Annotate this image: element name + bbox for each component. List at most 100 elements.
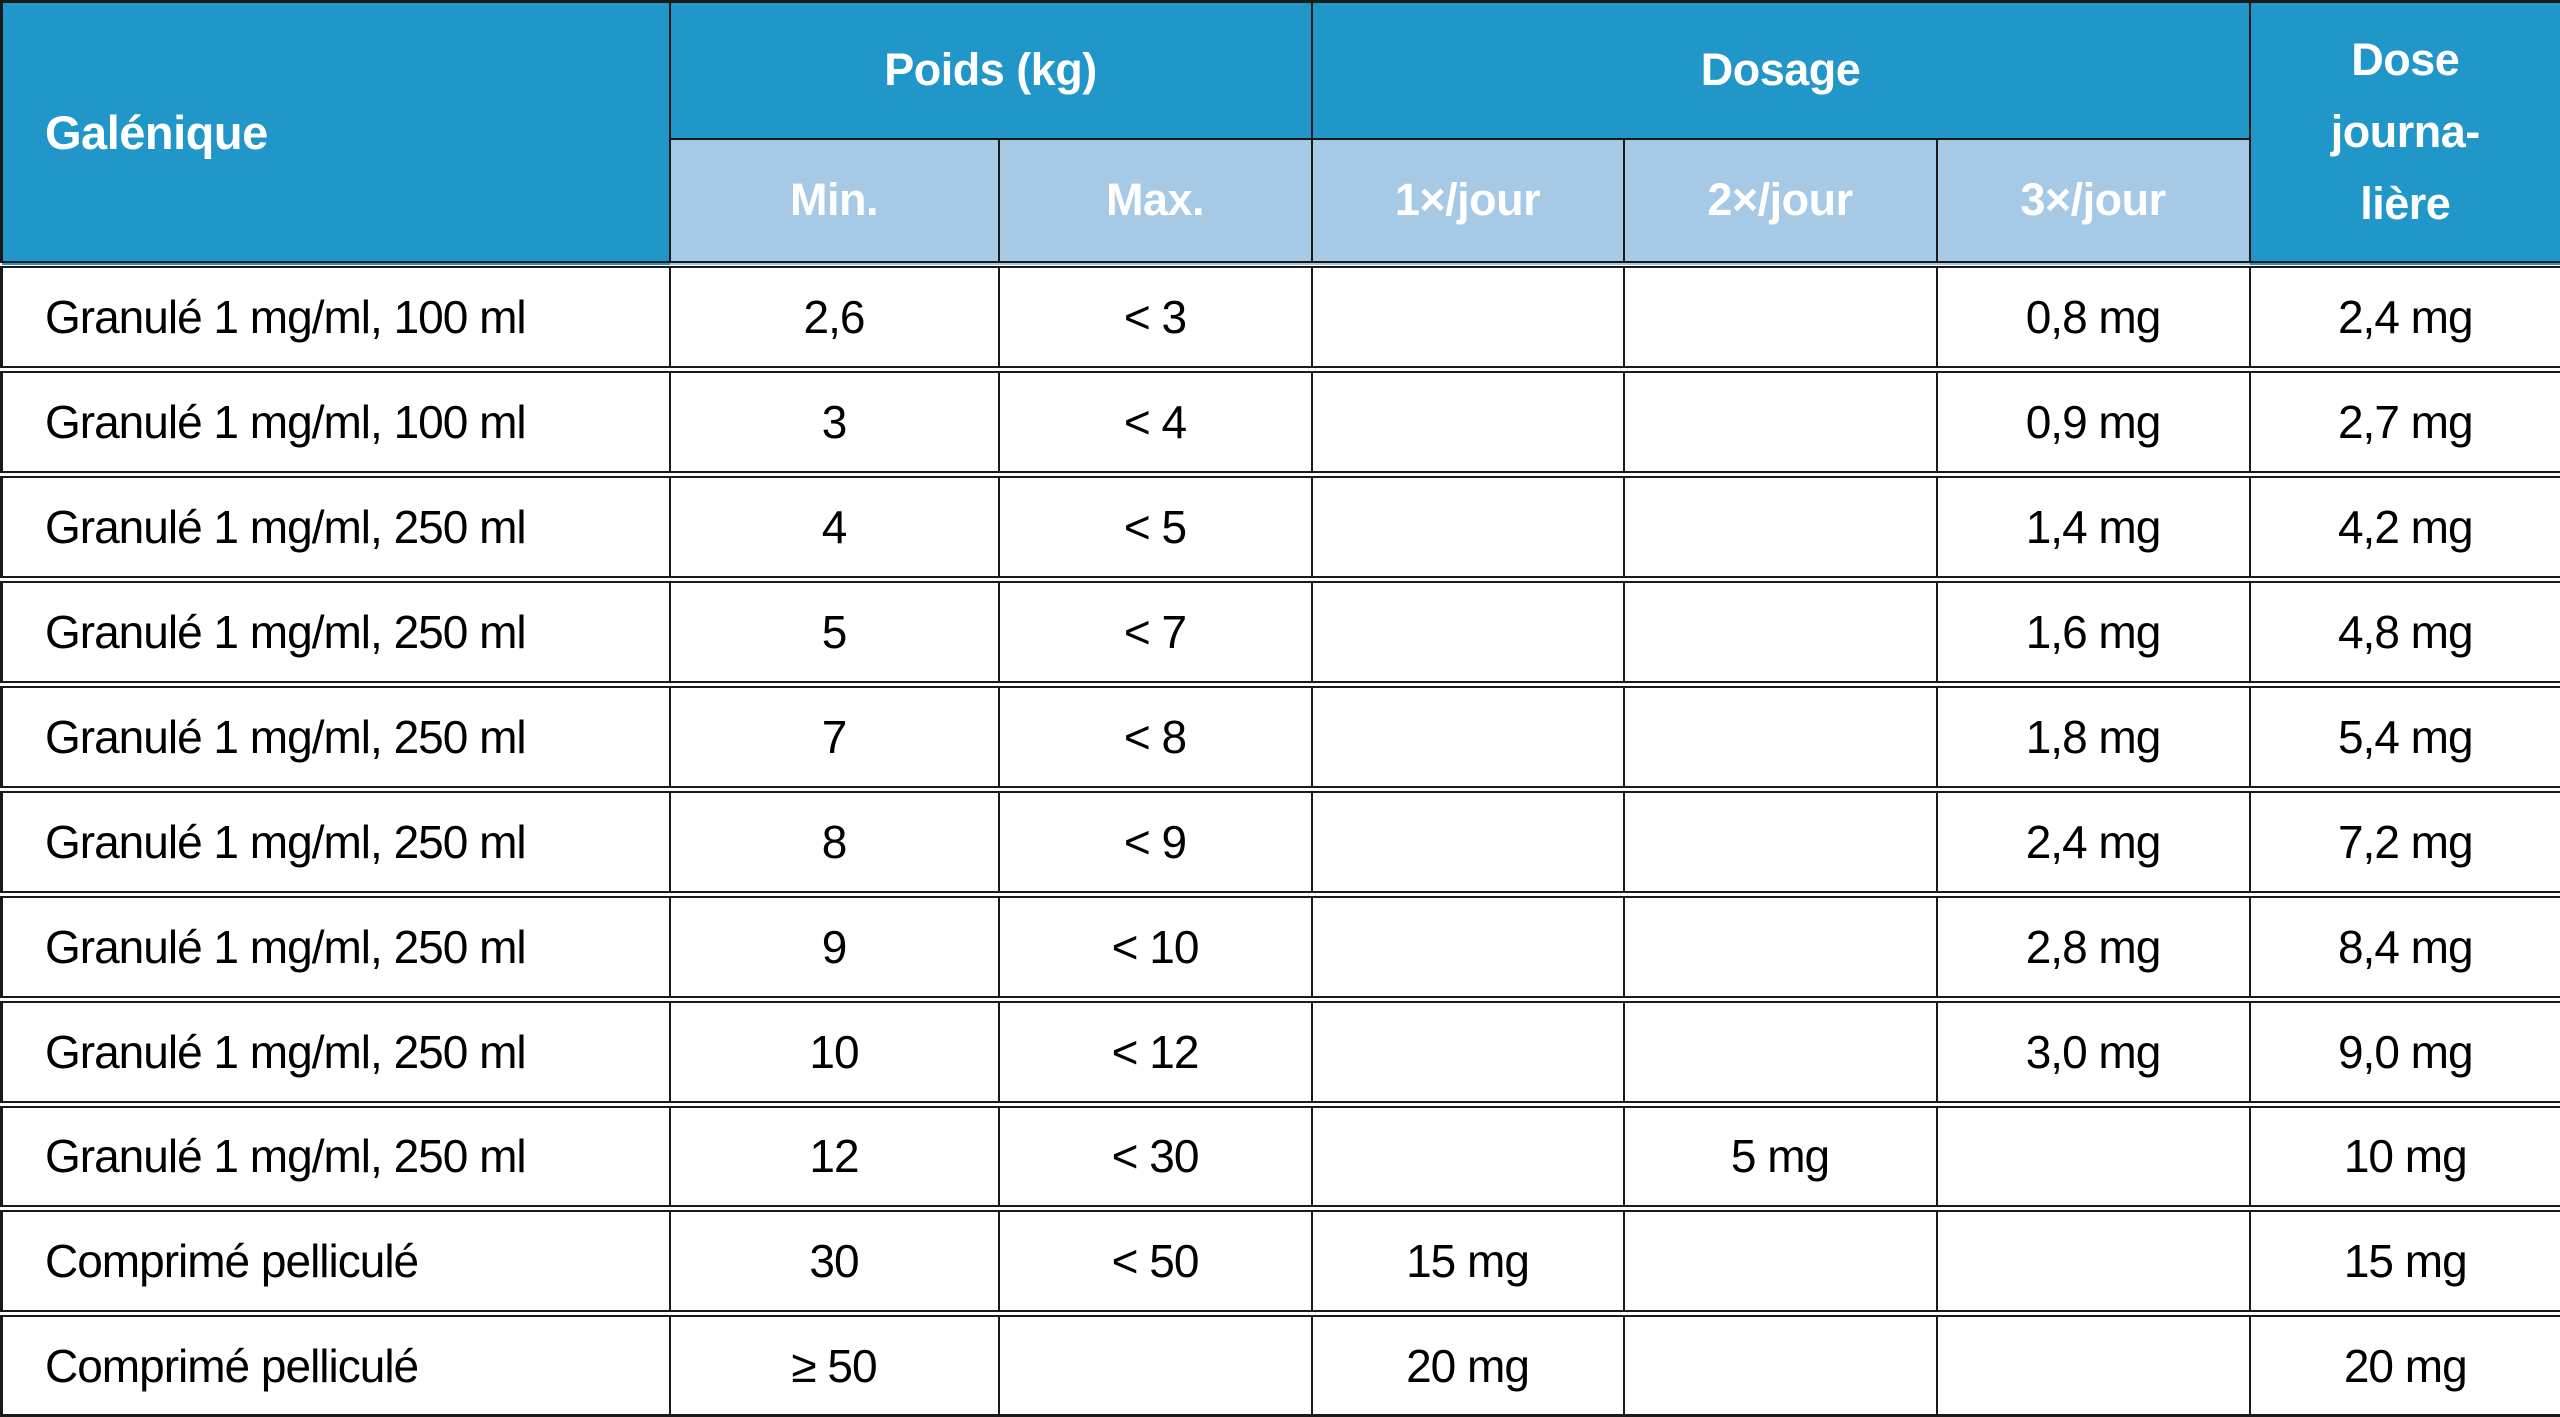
- cell-dose: 2,4 mg: [2248, 263, 2560, 371]
- cell-galenique: Granulé 1 mg/ml, 250 ml: [0, 893, 671, 1001]
- cell-jour1: 15 mg: [1310, 1207, 1625, 1315]
- table-row: Granulé 1 mg/ml, 250 ml 5 < 7 1,6 mg 4,8 mg: [0, 578, 2560, 686]
- cell-max: < 4: [997, 368, 1313, 476]
- cell-galenique: Granulé 1 mg/ml, 250 ml: [0, 998, 671, 1105]
- table-row: Granulé 1 mg/ml, 250 ml 9 < 10 2,8 mg 8,4 mg: [0, 893, 2560, 1001]
- cell-jour3: 0,9 mg: [1935, 368, 2251, 476]
- cell-max: < 50: [997, 1207, 1313, 1315]
- col-header-dose-journaliere: Dose journa- lière: [2248, 0, 2560, 266]
- cell-jour3: [1935, 1207, 2251, 1315]
- cell-jour1: [1310, 683, 1625, 791]
- cell-jour3: 2,8 mg: [1935, 893, 2251, 1001]
- cell-jour2: [1622, 1312, 1938, 1417]
- col-header-max: Max.: [997, 137, 1313, 266]
- cell-galenique: Granulé 1 mg/ml, 250 ml: [0, 1103, 671, 1210]
- cell-galenique: Granulé 1 mg/ml, 250 ml: [0, 788, 671, 896]
- cell-jour2: [1622, 368, 1938, 476]
- cell-max: < 10: [997, 893, 1313, 1001]
- cell-galenique: Granulé 1 mg/ml, 250 ml: [0, 683, 671, 791]
- cell-jour2: [1622, 998, 1938, 1105]
- cell-max: < 9: [997, 788, 1313, 896]
- dose-journaliere-line-1: Dose: [2351, 34, 2460, 85]
- cell-jour3: 1,8 mg: [1935, 683, 2251, 791]
- cell-dose: 2,7 mg: [2248, 368, 2560, 476]
- cell-jour2: [1622, 893, 1938, 1001]
- cell-jour3: 1,4 mg: [1935, 473, 2251, 581]
- table-row: Granulé 1 mg/ml, 250 ml 12 < 30 5 mg 10 mg: [0, 1103, 2560, 1210]
- cell-max: < 12: [997, 998, 1313, 1105]
- table-row: Granulé 1 mg/ml, 250 ml 10 < 12 3,0 mg 9,0 m…: [0, 998, 2560, 1105]
- table-row: Granulé 1 mg/ml, 250 ml 7 < 8 1,8 mg 5,4 mg: [0, 683, 2560, 791]
- cell-dose: 10 mg: [2248, 1103, 2560, 1210]
- cell-max: [997, 1312, 1313, 1417]
- cell-max: < 7: [997, 578, 1313, 686]
- cell-min: 9: [668, 893, 1000, 1001]
- cell-jour1: [1310, 578, 1625, 686]
- table-header: Galénique Poids (kg) Dosage Dose journa-…: [0, 0, 2560, 266]
- table-body: Granulé 1 mg/ml, 100 ml 2,6 < 3 0,8 mg 2,4 m…: [0, 263, 2560, 1417]
- cell-jour2: [1622, 1207, 1938, 1315]
- cell-galenique: Granulé 1 mg/ml, 100 ml: [0, 368, 671, 476]
- cell-max: < 3: [997, 263, 1313, 371]
- cell-dose: 7,2 mg: [2248, 788, 2560, 896]
- cell-jour2: [1622, 683, 1938, 791]
- col-header-galenique: Galénique: [0, 0, 671, 266]
- cell-jour2: 5 mg: [1622, 1103, 1938, 1210]
- cell-min: 4: [668, 473, 1000, 581]
- cell-galenique: Granulé 1 mg/ml, 250 ml: [0, 578, 671, 686]
- cell-jour3: 0,8 mg: [1935, 263, 2251, 371]
- col-header-2x-jour: 2×/jour: [1622, 137, 1938, 266]
- table-row: Granulé 1 mg/ml, 250 ml 8 < 9 2,4 mg 7,2 mg: [0, 788, 2560, 896]
- cell-min: ≥ 50: [668, 1312, 1000, 1417]
- cell-min: 12: [668, 1103, 1000, 1210]
- table-row: Comprimé pelliculé 30 < 50 15 mg 15 mg: [0, 1207, 2560, 1315]
- cell-min: 7: [668, 683, 1000, 791]
- dose-journaliere-line-2: journa-: [2330, 106, 2480, 157]
- cell-jour3: 3,0 mg: [1935, 998, 2251, 1105]
- table-row: Comprimé pelliculé ≥ 50 20 mg 20 mg: [0, 1312, 2560, 1417]
- cell-jour1: [1310, 263, 1625, 371]
- cell-jour1: [1310, 893, 1625, 1001]
- dose-journaliere-line-3: lière: [2360, 178, 2451, 229]
- cell-jour1: [1310, 473, 1625, 581]
- cell-jour1: [1310, 998, 1625, 1105]
- cell-jour3: [1935, 1312, 2251, 1417]
- cell-jour3: 2,4 mg: [1935, 788, 2251, 896]
- cell-max: < 8: [997, 683, 1313, 791]
- cell-galenique: Comprimé pelliculé: [0, 1207, 671, 1315]
- cell-jour3: [1935, 1103, 2251, 1210]
- cell-dose: 4,2 mg: [2248, 473, 2560, 581]
- cell-galenique: Granulé 1 mg/ml, 250 ml: [0, 473, 671, 581]
- cell-dose: 15 mg: [2248, 1207, 2560, 1315]
- cell-dose: 4,8 mg: [2248, 578, 2560, 686]
- cell-jour2: [1622, 473, 1938, 581]
- cell-jour2: [1622, 788, 1938, 896]
- header-row-subcolumns: Min. Max. 1×/jour 2×/jour 3×/jour: [2, 137, 2560, 266]
- cell-dose: 8,4 mg: [2248, 893, 2560, 1001]
- cell-min: 10: [668, 998, 1000, 1105]
- cell-jour1: [1310, 368, 1625, 476]
- table-row: Granulé 1 mg/ml, 100 ml 2,6 < 3 0,8 mg 2,4 m…: [0, 263, 2560, 371]
- col-header-poids-kg: Poids (kg): [668, 0, 1313, 140]
- cell-min: 8: [668, 788, 1000, 896]
- cell-min: 2,6: [668, 263, 1000, 371]
- cell-jour1: [1310, 1103, 1625, 1210]
- cell-jour1: [1310, 788, 1625, 896]
- cell-jour2: [1622, 578, 1938, 686]
- header-row-groups: Galénique Poids (kg) Dosage Dose journa-…: [0, 0, 2560, 266]
- table-row: Granulé 1 mg/ml, 100 ml 3 < 4 0,9 mg 2,7 mg: [0, 368, 2560, 476]
- col-header-3x-jour: 3×/jour: [1935, 137, 2251, 266]
- col-header-dosage: Dosage: [1310, 0, 2251, 140]
- col-header-min: Min.: [668, 137, 1000, 266]
- cell-min: 3: [668, 368, 1000, 476]
- cell-jour3: 1,6 mg: [1935, 578, 2251, 686]
- col-header-1x-jour: 1×/jour: [1310, 137, 1625, 266]
- cell-min: 30: [668, 1207, 1000, 1315]
- cell-dose: 20 mg: [2248, 1312, 2560, 1417]
- cell-max: < 30: [997, 1103, 1313, 1210]
- cell-dose: 5,4 mg: [2248, 683, 2560, 791]
- cell-dose: 9,0 mg: [2248, 998, 2560, 1105]
- table-row: Granulé 1 mg/ml, 250 ml 4 < 5 1,4 mg 4,2 mg: [0, 473, 2560, 581]
- cell-jour2: [1622, 263, 1938, 371]
